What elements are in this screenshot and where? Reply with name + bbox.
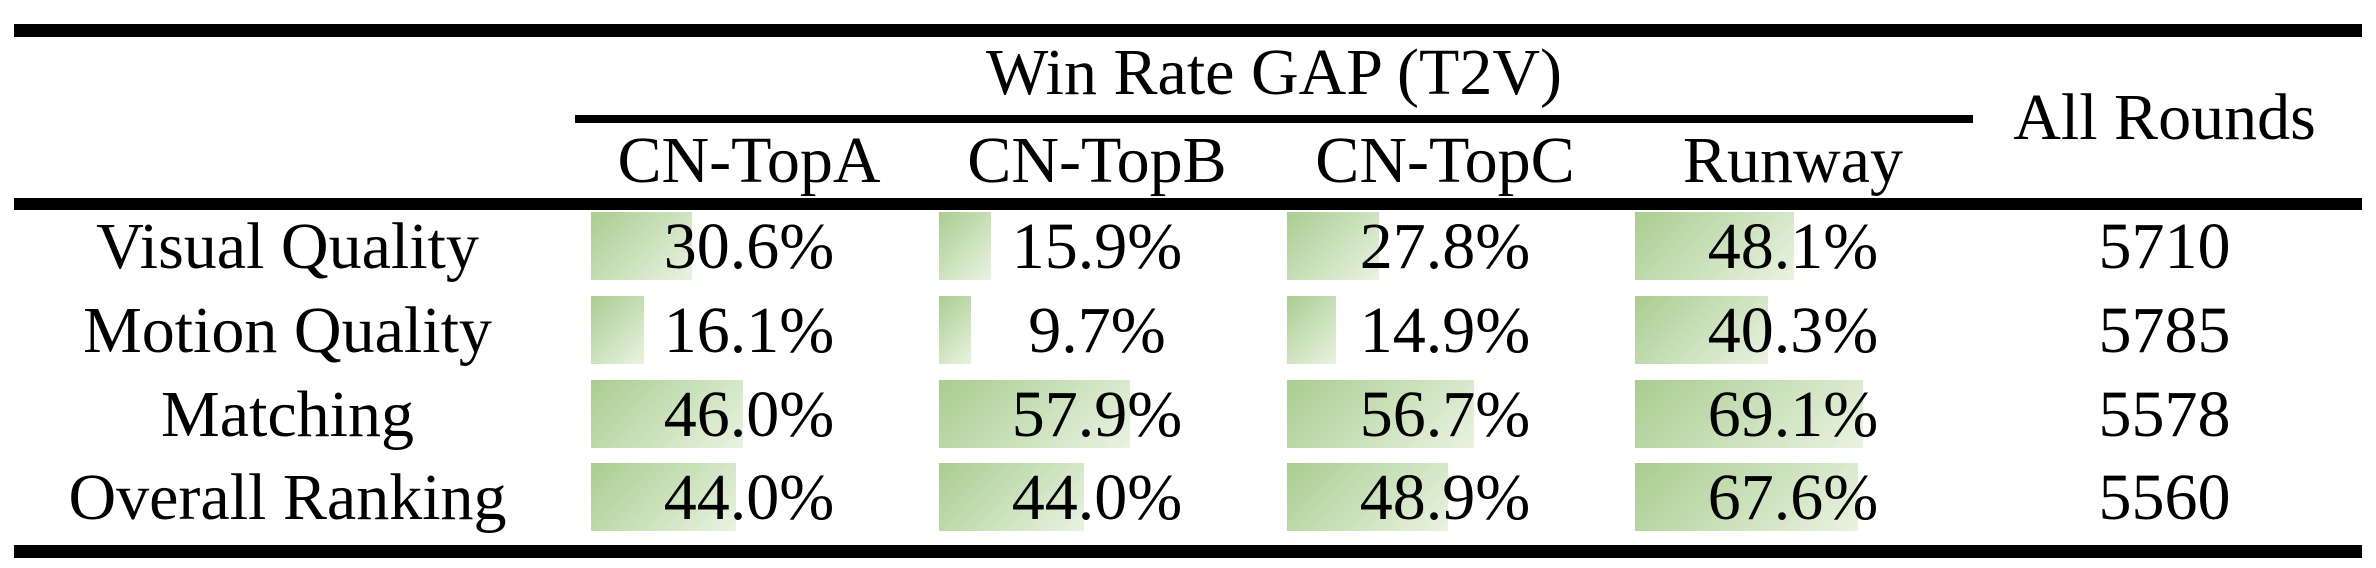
- all-rounds-value: 5578: [2098, 378, 2231, 451]
- win-rate-value: 56.7%: [1359, 378, 1531, 451]
- all-rounds-value: 5785: [2098, 294, 2231, 367]
- table-row-matching: Matching 46.0% 57.9% 56.7% 69.1% 5578: [0, 378, 2376, 462]
- win-rate-value: 27.8%: [1359, 210, 1531, 283]
- all-rounds-header: All Rounds: [1967, 37, 2362, 198]
- row-label-cell: Matching: [0, 378, 575, 462]
- win-rate-value: 69.1%: [1707, 378, 1879, 451]
- win-rate-cell: 40.3%: [1619, 294, 1967, 378]
- win-rate-bar: [939, 463, 1085, 531]
- win-rate-value: 67.6%: [1707, 461, 1879, 534]
- top-rule: [14, 24, 2362, 37]
- win-rate-bar: [591, 212, 692, 280]
- win-rate-value: 9.7%: [1028, 294, 1166, 367]
- win-rate-value: 48.1%: [1707, 210, 1879, 283]
- row-label: Overall Ranking: [68, 461, 507, 534]
- row-label-cell: Visual Quality: [0, 210, 575, 294]
- win-rate-bar: [1287, 212, 1379, 280]
- win-rate-cell: 30.6%: [575, 210, 923, 294]
- row-label: Matching: [161, 378, 414, 451]
- win-rate-bar: [1635, 212, 1794, 280]
- win-rate-bar: [939, 380, 1131, 448]
- win-rate-value: 44.0%: [663, 461, 835, 534]
- win-rate-value: 57.9%: [1011, 378, 1183, 451]
- win-rate-value: 14.9%: [1359, 294, 1531, 367]
- row-label: Motion Quality: [83, 294, 492, 367]
- win-rate-bar: [939, 296, 971, 364]
- row-label-cell: Motion Quality: [0, 294, 575, 378]
- win-rate-value: 48.9%: [1359, 461, 1531, 534]
- win-rate-bar: [1635, 296, 1768, 364]
- win-rate-value: 44.0%: [1011, 461, 1183, 534]
- win-rate-cell: 56.7%: [1271, 378, 1619, 462]
- win-rate-cell: 48.1%: [1619, 210, 1967, 294]
- all-rounds-cell: 5710: [1967, 210, 2362, 294]
- win-rate-value: 30.6%: [663, 210, 835, 283]
- win-rate-bar: [591, 296, 645, 364]
- win-rate-cell: 57.9%: [923, 378, 1271, 462]
- all-rounds-cell: 5578: [1967, 378, 2362, 462]
- win-rate-cell: 15.9%: [923, 210, 1271, 294]
- win-rate-bar: [1635, 380, 1864, 448]
- win-rate-cell: 48.9%: [1271, 461, 1619, 545]
- win-rate-cell: 67.6%: [1619, 461, 1967, 545]
- win-rate-cell: 14.9%: [1271, 294, 1619, 378]
- win-rate-bar: [591, 380, 743, 448]
- all-rounds-header-text: All Rounds: [2013, 80, 2316, 154]
- column-header-cn-topa: CN-TopA: [575, 123, 923, 198]
- table-title: Win Rate GAP (T2V): [986, 35, 1562, 109]
- column-header-text: CN-TopB: [967, 123, 1227, 197]
- win-rate-bar: [1635, 463, 1859, 531]
- win-rate-cell: 16.1%: [575, 294, 923, 378]
- row-label-cell: Overall Ranking: [0, 461, 575, 545]
- win-rate-bar: [939, 212, 992, 280]
- column-header-text: CN-TopA: [617, 123, 881, 197]
- table-row-motion-quality: Motion Quality 16.1% 9.7% 14.9% 40.3% 57…: [0, 294, 2376, 378]
- win-rate-bar: [1287, 380, 1475, 448]
- column-header-text: CN-TopC: [1315, 123, 1575, 197]
- table-title-group: Win Rate GAP (T2V): [575, 30, 1973, 115]
- bottom-rule: [14, 545, 2362, 558]
- column-header-runway: Runway: [1619, 123, 1967, 198]
- win-rate-value: 16.1%: [663, 294, 835, 367]
- win-rate-bar: [1287, 296, 1337, 364]
- win-rate-value: 15.9%: [1011, 210, 1183, 283]
- win-rate-cell: 9.7%: [923, 294, 1271, 378]
- column-header-text: Runway: [1683, 123, 1903, 197]
- column-header-cn-topc: CN-TopC: [1271, 123, 1619, 198]
- win-rate-bar: [591, 463, 737, 531]
- table-row-overall-ranking: Overall Ranking 44.0% 44.0% 48.9% 67.6% …: [0, 461, 2376, 545]
- win-rate-cell: 44.0%: [575, 461, 923, 545]
- header-separator-rule: [14, 198, 2362, 210]
- all-rounds-cell: 5560: [1967, 461, 2362, 545]
- column-header-cn-topb: CN-TopB: [923, 123, 1271, 198]
- all-rounds-cell: 5785: [1967, 294, 2362, 378]
- table-row-visual-quality: Visual Quality 30.6% 15.9% 27.8% 48.1% 5…: [0, 210, 2376, 294]
- all-rounds-value: 5710: [2098, 210, 2231, 283]
- win-rate-cell: 46.0%: [575, 378, 923, 462]
- win-rate-value: 40.3%: [1707, 294, 1879, 367]
- win-rate-cell: 69.1%: [1619, 378, 1967, 462]
- win-rate-cell: 44.0%: [923, 461, 1271, 545]
- win-rate-bar: [1287, 463, 1449, 531]
- title-underline-rule: [575, 115, 1973, 123]
- all-rounds-value: 5560: [2098, 461, 2231, 534]
- win-rate-value: 46.0%: [663, 378, 835, 451]
- row-label: Visual Quality: [96, 210, 479, 283]
- win-rate-cell: 27.8%: [1271, 210, 1619, 294]
